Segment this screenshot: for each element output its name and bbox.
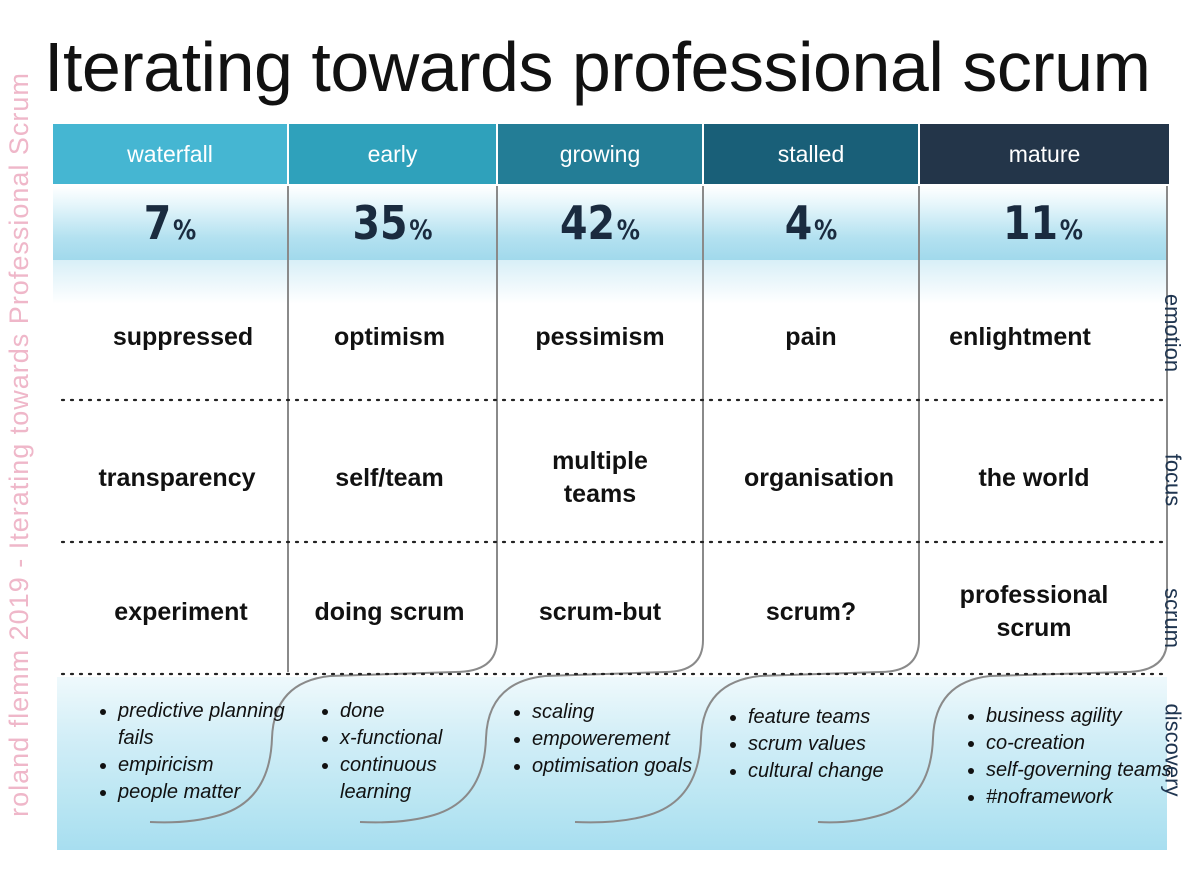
header-mature: mature: [920, 124, 1169, 184]
stage-header-row: waterfall early growing stalled mature: [53, 124, 1169, 184]
list-item: continuous learning: [340, 752, 510, 806]
header-growing: growing: [498, 124, 702, 184]
scrum-stalled: scrum?: [704, 578, 918, 646]
list-item: done: [340, 698, 510, 725]
discovery-list-waterfall: predictive planning fails empiricism peo…: [96, 698, 308, 806]
list-item: co-creation: [986, 730, 1176, 757]
flow-curve: [359, 639, 704, 824]
cell-text: suppressed: [112, 322, 254, 351]
focus-stalled: organisation: [712, 440, 926, 516]
row-label-text: emotion: [1160, 293, 1185, 373]
cell-text: doing scrum: [314, 597, 465, 626]
row-label-text: discovery: [1160, 703, 1186, 797]
flow-curve: [149, 639, 498, 824]
percent-growing: 42%: [512, 186, 687, 260]
row-label-focus: focus: [1152, 440, 1192, 520]
header-label: growing: [559, 140, 641, 167]
header-label: early: [367, 140, 418, 167]
header-stalled: stalled: [704, 124, 918, 184]
discovery-list-mature: business agility co-creation self-govern…: [964, 703, 1176, 811]
discovery-list-early: done x-functional continuous learning: [318, 698, 510, 806]
list-item: optimisation goals: [532, 753, 722, 780]
cell-text: professional scrum: [959, 581, 1109, 642]
emotion-growing: pessimism: [498, 305, 702, 369]
focus-growing: multiple teams: [520, 440, 680, 516]
list-item: people matter: [118, 779, 308, 806]
scrum-growing: scrum-but: [498, 578, 702, 646]
list-item: empiricism: [118, 752, 308, 779]
discovery-list-growing: scaling empowerement optimisation goals: [510, 699, 722, 780]
cell-text: enlightment: [949, 322, 1091, 351]
cell-text: the world: [978, 463, 1090, 492]
percent-band: [53, 186, 1167, 260]
percent-value: 11: [1002, 196, 1059, 250]
percent-waterfall: 7%: [69, 186, 270, 260]
cell-text: self/team: [335, 463, 444, 492]
emotion-early: optimism: [286, 305, 493, 369]
list-item: cultural change: [748, 758, 938, 785]
row-label-text: scrum: [1160, 588, 1186, 648]
percent-value: 7: [143, 196, 172, 250]
percent-stalled: 4%: [719, 186, 903, 260]
cell-text: pain: [785, 322, 837, 351]
header-label: waterfall: [127, 140, 213, 167]
list-item: feature teams: [748, 704, 938, 731]
cell-text: organisation: [743, 463, 894, 492]
scrum-mature: professional scrum: [944, 578, 1124, 646]
list-item: scrum values: [748, 731, 938, 758]
flow-curve: [817, 639, 1168, 824]
header-label: mature: [1008, 140, 1081, 167]
percent-value: 42: [559, 196, 616, 250]
scrum-early: doing scrum: [286, 578, 493, 646]
focus-mature: the world: [934, 440, 1134, 516]
emotion-waterfall: suppressed: [66, 305, 300, 369]
percent-sign: %: [1059, 214, 1084, 246]
percent-sign: %: [813, 214, 838, 246]
percent-sign: %: [616, 214, 641, 246]
percent-sign: %: [172, 214, 197, 246]
list-item: empowerement: [532, 726, 722, 753]
scrum-waterfall: experiment: [64, 578, 298, 646]
percent-value: 4: [784, 196, 813, 250]
focus-early: self/team: [286, 440, 493, 516]
row-label-discovery: discovery: [1152, 690, 1192, 810]
list-item: #noframework: [986, 784, 1176, 811]
list-item: self-governing teams: [986, 757, 1176, 784]
percent-sign: %: [409, 214, 433, 246]
cell-text: experiment: [114, 597, 248, 626]
list-item: scaling: [532, 699, 722, 726]
cell-text: transparency: [98, 463, 256, 492]
header-early: early: [289, 124, 496, 184]
list-item: predictive planning fails: [118, 698, 308, 752]
page-title: Iterating towards professional scrum: [44, 28, 1151, 106]
focus-waterfall: transparency: [60, 440, 294, 516]
list-item: x-functional: [340, 725, 510, 752]
row-label-scrum: scrum: [1152, 578, 1192, 658]
flow-curve: [574, 639, 920, 824]
cell-text: multiple teams: [552, 447, 648, 508]
header-waterfall: waterfall: [53, 124, 287, 184]
emotion-stalled: pain: [704, 305, 918, 369]
row-label-text: focus: [1160, 453, 1185, 507]
discovery-list-stalled: feature teams scrum values cultural chan…: [726, 704, 938, 785]
cell-text: scrum-but: [538, 597, 662, 626]
cell-text: optimism: [333, 322, 446, 351]
fade-band: [53, 260, 1167, 304]
percent-value: 35: [352, 196, 408, 250]
header-label: stalled: [777, 140, 845, 167]
percent-mature: 11%: [937, 186, 1149, 260]
row-label-emotion: emotion: [1152, 278, 1192, 388]
cell-text: scrum?: [765, 597, 857, 626]
percent-early: 35%: [303, 186, 481, 260]
cell-text: pessimism: [535, 322, 665, 351]
list-item: business agility: [986, 703, 1176, 730]
emotion-mature: enlightment: [920, 305, 1120, 369]
